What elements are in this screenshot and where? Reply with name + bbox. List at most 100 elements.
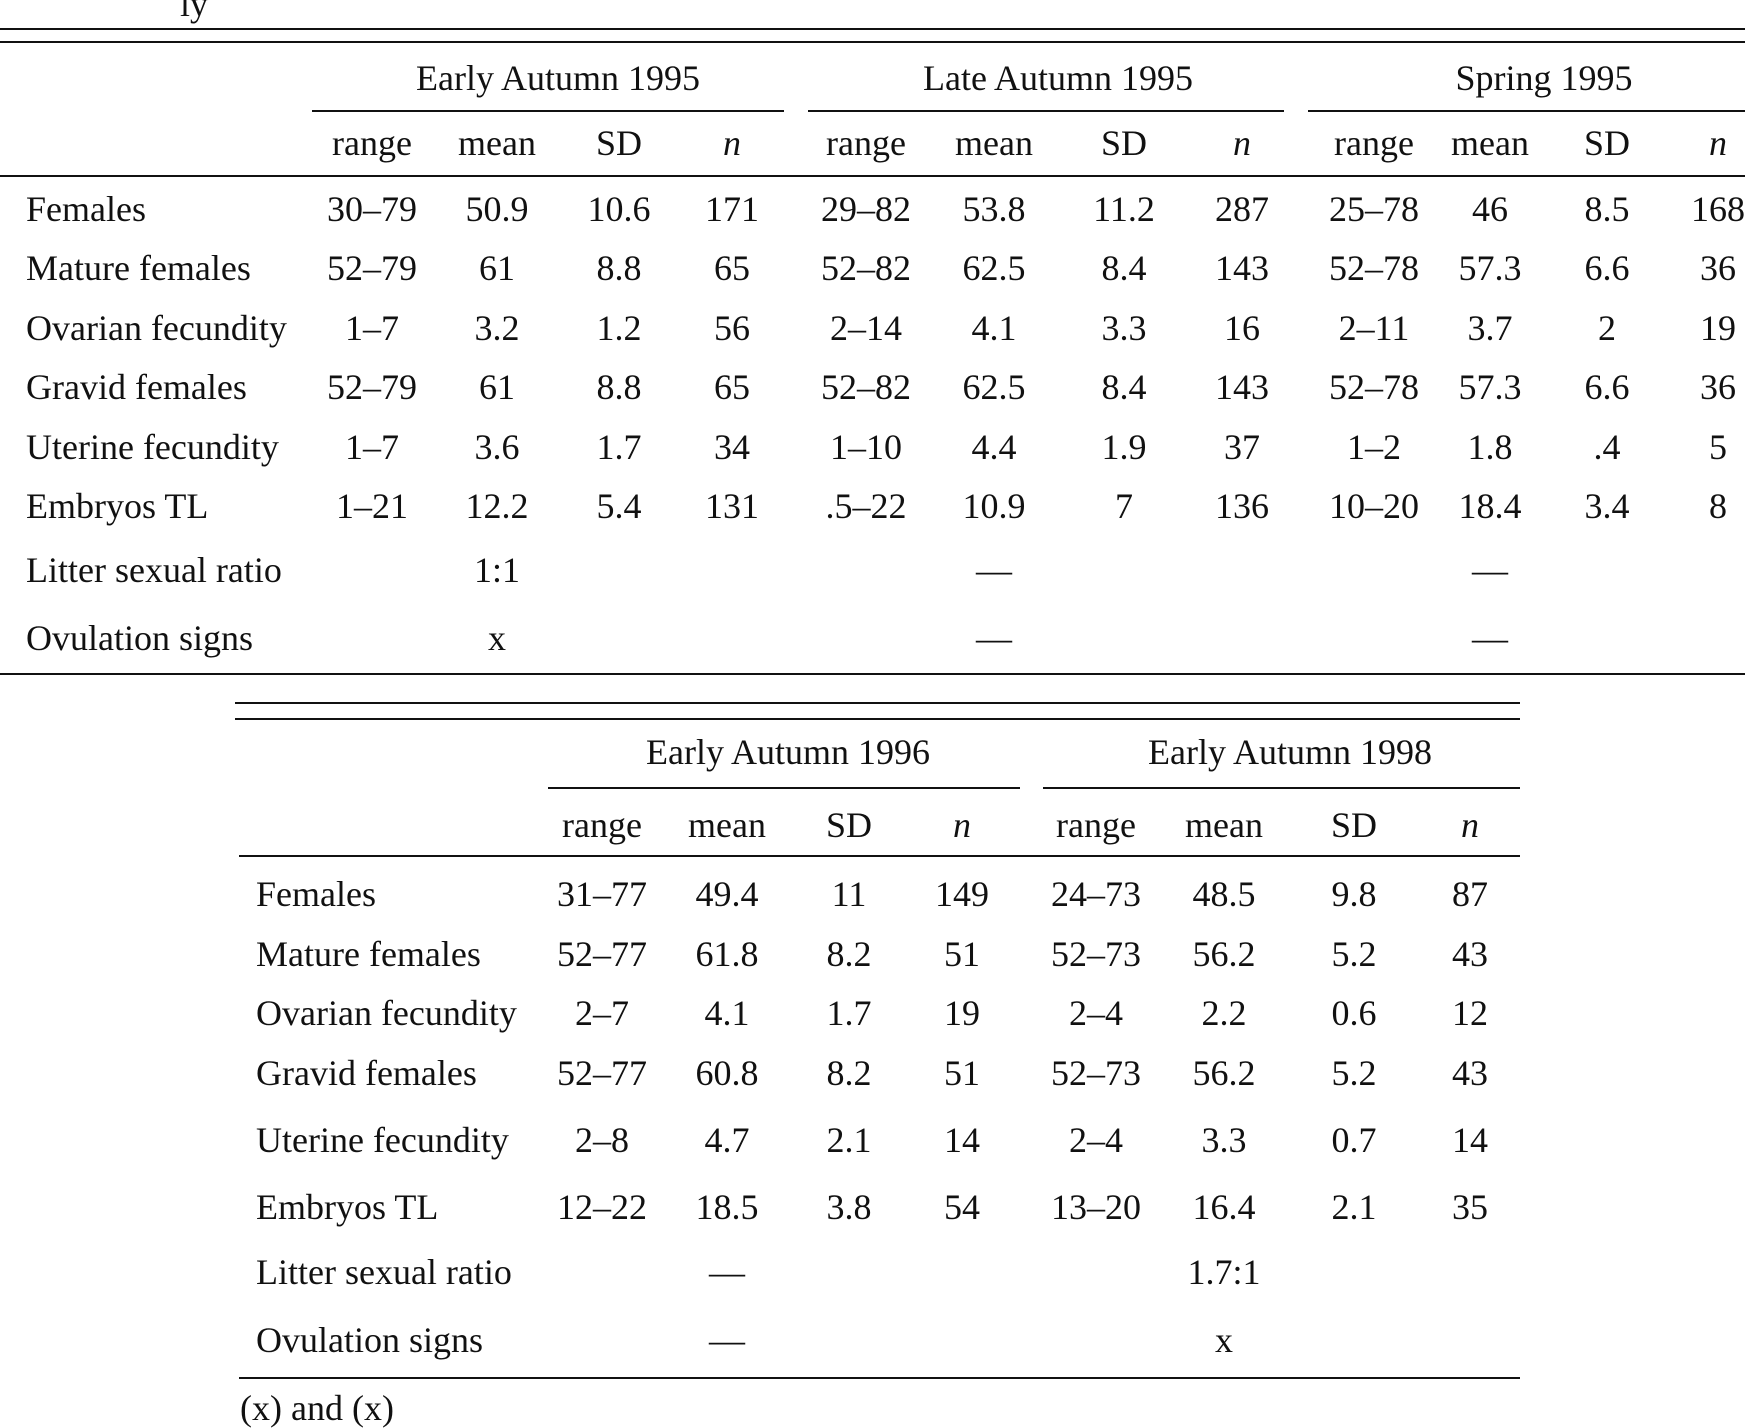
header-fragment: ly (180, 0, 209, 24)
table2-subheader: range (1056, 805, 1136, 845)
table1-cell: 52–82 (821, 248, 911, 288)
table2-cell: 52–73 (1051, 934, 1141, 974)
table2-row-label: Ovulation signs (256, 1320, 484, 1360)
table1-cell: 30–79 (327, 189, 417, 229)
table2-group-rule (548, 787, 1020, 789)
table1-cell: 4.1 (971, 308, 1017, 348)
table1-cell: 52–78 (1329, 248, 1419, 288)
table1-subheader: n (1233, 123, 1251, 163)
table2-cell: 3.3 (1201, 1120, 1247, 1160)
table2-cell: 1.7 (826, 993, 872, 1033)
table2-cell: 12 (1452, 993, 1488, 1033)
table1-cell: 3.4 (1584, 486, 1630, 526)
table1-row-label: Mature females (26, 248, 251, 288)
table1-cell: 3.6 (474, 427, 520, 467)
table1-bottom-rule (0, 673, 1745, 675)
table2-top-rule (235, 702, 1520, 704)
table2-group-header: Early Autumn 1998 (1148, 732, 1432, 772)
table1-cell: 57.3 (1458, 248, 1522, 288)
table2-cell: 87 (1452, 874, 1488, 914)
table1-cell: 61 (479, 367, 515, 407)
table2-row-label: Uterine fecundity (256, 1120, 509, 1160)
table1-cell: 10–20 (1329, 486, 1419, 526)
table1-subheader: range (1334, 123, 1414, 163)
table1-cell: 37 (1224, 427, 1260, 467)
table2-subheader: mean (688, 805, 766, 845)
table1-cell: 1–21 (336, 486, 408, 526)
table1-cell: 34 (714, 427, 750, 467)
table2-cell: 49.4 (695, 874, 759, 914)
table1-cell: 52–82 (821, 367, 911, 407)
table2-subheader: n (953, 805, 971, 845)
table1-cell: 11.2 (1093, 189, 1155, 229)
table1-subheader: SD (1100, 123, 1148, 163)
table1-cell: 16 (1224, 308, 1260, 348)
table1-cell: 1.2 (596, 308, 642, 348)
table2-cell: 14 (944, 1120, 980, 1160)
table2-cell: 0.7 (1331, 1120, 1377, 1160)
table2-cell: 8.2 (826, 1053, 872, 1093)
table1-subheader: n (723, 123, 741, 163)
table2-cell: 48.5 (1192, 874, 1256, 914)
table2-subheader: SD (825, 805, 873, 845)
table2-cell: 43 (1452, 934, 1488, 974)
table2-subheader: n (1461, 805, 1479, 845)
table1-cell: 29–82 (821, 189, 911, 229)
table2-header-rule (239, 855, 1520, 857)
table2-cell: 0.6 (1331, 993, 1377, 1033)
table1-group-rule (312, 110, 784, 112)
table1-cell: 1.8 (1467, 427, 1513, 467)
table2-subheader: SD (1330, 805, 1378, 845)
table1-subheader: mean (955, 123, 1033, 163)
table1-cell: 8.5 (1584, 189, 1630, 229)
table1-cell: 46 (1472, 189, 1508, 229)
table1-cell: 10.6 (587, 189, 651, 229)
table2-cell: 18.5 (695, 1187, 759, 1227)
table1-group-header: Late Autumn 1995 (923, 58, 1193, 98)
table1-cell: — (1472, 550, 1508, 590)
table2-cell: 56.2 (1192, 1053, 1256, 1093)
table1-subheader: SD (1583, 123, 1631, 163)
table1-cell: 6.6 (1584, 248, 1630, 288)
table2-cell: 31–77 (557, 874, 647, 914)
table2-cell: 12–22 (557, 1187, 647, 1227)
table2-subheader: range (562, 805, 642, 845)
table2-row-label: Gravid females (256, 1053, 477, 1093)
table1-cell: 61 (479, 248, 515, 288)
table2-cell: 51 (944, 1053, 980, 1093)
table1-cell: 8 (1709, 486, 1727, 526)
table1-subheader: range (332, 123, 412, 163)
table1-cell: 2–14 (830, 308, 902, 348)
table1-cell: .5–22 (825, 486, 907, 526)
table1-top-rule (0, 28, 1745, 30)
table1-cell: 8.8 (596, 367, 642, 407)
table2-cell: 5.2 (1331, 1053, 1377, 1093)
table1-cell: 56 (714, 308, 750, 348)
table2-cell: 8.2 (826, 934, 872, 974)
table2-cell: — (709, 1252, 745, 1292)
table2-group-header: Early Autumn 1996 (646, 732, 930, 772)
table1-subheader: SD (595, 123, 643, 163)
table2-cell: 149 (935, 874, 989, 914)
table1-row-label: Ovarian fecundity (26, 308, 287, 348)
table1-cell: 62.5 (962, 248, 1026, 288)
table1-cell: 5.4 (596, 486, 642, 526)
table1-subheader: mean (1451, 123, 1529, 163)
table1-cell: 10.9 (962, 486, 1026, 526)
table1-group-header: Early Autumn 1995 (416, 58, 700, 98)
table1-cell: 62.5 (962, 367, 1026, 407)
table2-cell: 61.8 (695, 934, 759, 974)
table2-group-rule (1043, 787, 1520, 789)
table1-cell: 52–79 (327, 248, 417, 288)
table1-cell: 4.4 (971, 427, 1017, 467)
table1-cell: 52–79 (327, 367, 417, 407)
table1-subheader: range (826, 123, 906, 163)
table2-row-label: Embryos TL (256, 1187, 439, 1227)
table2-cell: 60.8 (695, 1053, 759, 1093)
table2-cell: 2.2 (1201, 993, 1247, 1033)
table1-cell: 50.9 (465, 189, 529, 229)
table2-cell: 24–73 (1051, 874, 1141, 914)
table2-cell: 43 (1452, 1053, 1488, 1093)
table1-cell: 8.4 (1101, 248, 1147, 288)
table1-cell: 2–11 (1338, 308, 1410, 348)
